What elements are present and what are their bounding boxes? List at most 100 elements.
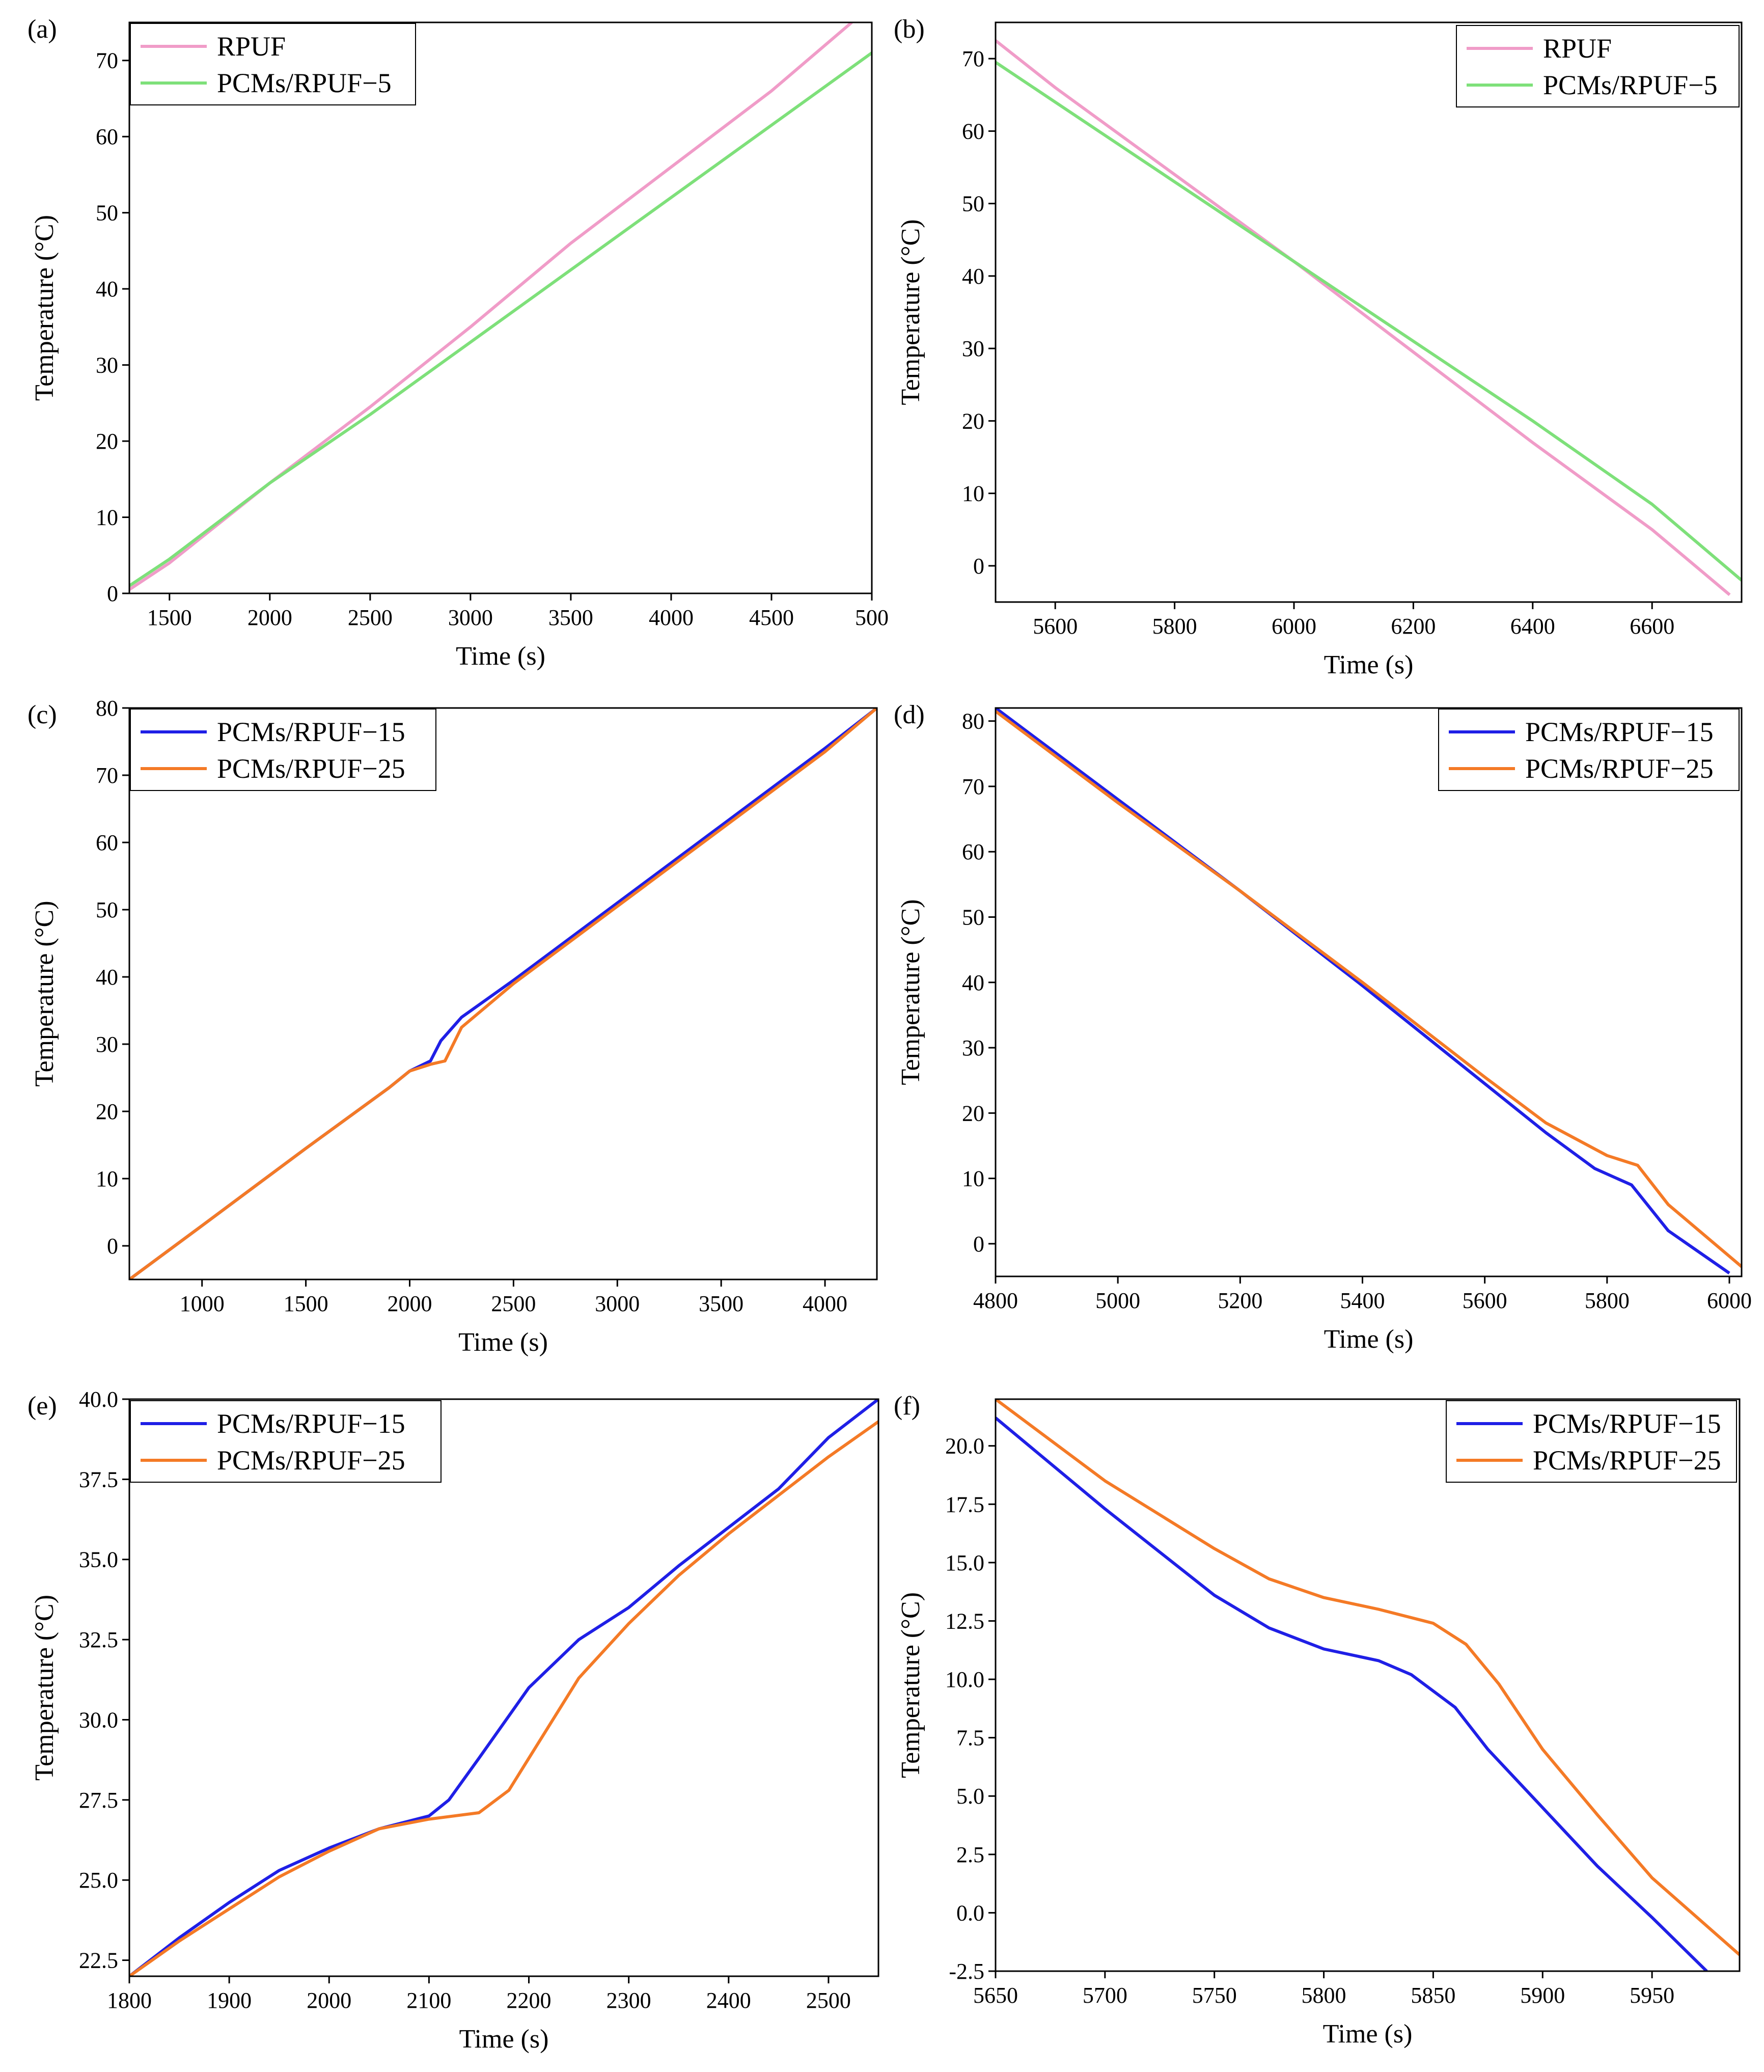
panel-e-y-tick-label: 30.0 bbox=[79, 1707, 118, 1732]
panel-c-x-tick-label: 4000 bbox=[803, 1291, 847, 1316]
panel-b-legend: RPUF PCMs/RPUF−5 bbox=[1456, 25, 1740, 107]
panel-e-plot-frame bbox=[128, 1398, 879, 1977]
panel-d-legend: PCMs/RPUF−15 PCMs/RPUF−25 bbox=[1438, 708, 1740, 791]
panel-c-y-tick-label: 40 bbox=[96, 965, 118, 990]
panel-a-series-2-line bbox=[129, 51, 872, 587]
panel-a-x-tick-label: 4000 bbox=[649, 605, 694, 630]
panel-c-y-axis-label: Temperature (°C) bbox=[30, 901, 59, 1086]
panel-f-series-2-line bbox=[996, 1399, 1740, 1956]
panel-e-y-tick-label: 35.0 bbox=[79, 1547, 118, 1572]
panel-d-legend-label-2: PCMs/RPUF−25 bbox=[1525, 753, 1714, 784]
panel-e-x-tick-label: 2400 bbox=[706, 1988, 751, 2013]
panel-f-legend-label-2: PCMs/RPUF−25 bbox=[1533, 1445, 1721, 1476]
panel-e-legend-box bbox=[130, 1400, 442, 1483]
panel-d-y-axis-label: Temperature (°C) bbox=[896, 899, 925, 1085]
panel-c-x-tick-label: 3500 bbox=[699, 1291, 743, 1316]
panel-d-y-tick-label: 50 bbox=[962, 905, 984, 930]
panel-a-legend: RPUF PCMs/RPUF−5 bbox=[130, 23, 416, 105]
panel-e: 1800 1900 2000 2100 2200 2300 2400 2500 22.5 25.0… bbox=[27, 1387, 879, 2054]
panel-e-x-tick-label: 2500 bbox=[806, 1988, 851, 2013]
panel-b-y-tick-label: 40 bbox=[962, 264, 984, 289]
panel-b-y-tick-label: 10 bbox=[962, 481, 984, 506]
panel-b-y-tick-label: 20 bbox=[962, 408, 984, 433]
panel-f-series-1-line bbox=[996, 1416, 1708, 1971]
panel-d-y-tick-label: 10 bbox=[962, 1166, 984, 1191]
panel-f-legend: PCMs/RPUF−15 PCMs/RPUF−25 bbox=[1446, 1400, 1737, 1483]
panel-f-x-tick-label: 5950 bbox=[1630, 1983, 1674, 2008]
panel-d-legend-box bbox=[1438, 708, 1740, 791]
panel-b-y-tick-label: 50 bbox=[962, 192, 984, 216]
panel-b-x-tick-label: 6200 bbox=[1391, 614, 1436, 639]
panel-a-x-tick-label: 500 bbox=[855, 605, 889, 630]
panel-d-legend-label-1: PCMs/RPUF−15 bbox=[1525, 717, 1714, 747]
panel-d-x-axis-label: Time (s) bbox=[1324, 1325, 1414, 1354]
panel-f-x-tick-label: 5650 bbox=[973, 1983, 1018, 2008]
panel-b-x-tick-label: 6000 bbox=[1272, 614, 1316, 639]
panel-d-x-tick-label: 5800 bbox=[1585, 1288, 1630, 1313]
panel-a-legend-box bbox=[130, 23, 416, 105]
panel-b-legend-label-2: PCMs/RPUF−5 bbox=[1543, 70, 1718, 100]
panel-f-x-tick-label: 5900 bbox=[1520, 1983, 1565, 2008]
panel-e-x-axis-label: Time (s) bbox=[459, 2025, 549, 2054]
panel-d-x-tick-label: 5000 bbox=[1095, 1288, 1140, 1313]
panel-f-y-tick-label: 0.0 bbox=[956, 1900, 984, 1925]
panel-a-y-axis-label: Temperature (°C) bbox=[30, 215, 59, 401]
panel-a-x-axis-label: Time (s) bbox=[456, 642, 545, 671]
panel-a-plot-frame bbox=[128, 21, 873, 594]
panel-a-series-1-line bbox=[129, 22, 853, 591]
panel-f-y-tick-label: 15.0 bbox=[945, 1550, 984, 1575]
panel-c-y-tick-label: 50 bbox=[96, 897, 118, 922]
panel-b-letter-label: (b) bbox=[894, 15, 925, 44]
panel-c-y-tick-label: 0 bbox=[107, 1234, 118, 1259]
panel-d-x-tick-label: 5600 bbox=[1463, 1288, 1507, 1313]
panel-d-y-tick-label: 30 bbox=[962, 1035, 984, 1060]
panel-f-y-tick-label: -2.5 bbox=[949, 1959, 984, 1984]
panel-a-x-tick-label: 4500 bbox=[749, 605, 794, 630]
panel-e-series-2-line bbox=[129, 1420, 878, 1976]
panel-a-y-tick-label: 10 bbox=[96, 505, 118, 530]
panel-f-y-tick-label: 20.0 bbox=[945, 1434, 984, 1459]
panel-c-y-tick-label: 70 bbox=[96, 763, 118, 788]
panel-c-letter-label: (c) bbox=[27, 700, 57, 729]
panel-e-x-tick-label: 2000 bbox=[307, 1988, 351, 2013]
panel-f-legend-box bbox=[1446, 1400, 1737, 1483]
panel-b-x-tick-label: 6600 bbox=[1630, 614, 1674, 639]
panel-b-legend-label-1: RPUF bbox=[1543, 33, 1612, 64]
panel-c-plot-frame bbox=[128, 707, 878, 1280]
panel-f-y-tick-label: 5.0 bbox=[956, 1784, 984, 1809]
panel-d-series-2-line bbox=[996, 710, 1742, 1268]
panel-a-x-tick-label: 2500 bbox=[348, 605, 393, 630]
panel-c-x-tick-label: 1000 bbox=[180, 1291, 225, 1316]
panel-f-x-axis-label: Time (s) bbox=[1323, 2020, 1413, 2049]
panel-a-y-tick-label: 70 bbox=[96, 48, 118, 73]
panel-b-y-tick-label: 70 bbox=[962, 46, 984, 71]
panel-e-y-tick-label: 25.0 bbox=[79, 1868, 118, 1893]
panel-b-legend-box bbox=[1456, 25, 1740, 107]
panel-c-legend-label-1: PCMs/RPUF−15 bbox=[217, 717, 405, 747]
panel-a-x-tick-label: 1500 bbox=[147, 605, 192, 630]
panel-b: 5600 5800 6000 6200 6400 6600 0 10 20 30 40 50 60 70 T… bbox=[894, 15, 1743, 679]
panel-e-y-tick-label: 22.5 bbox=[79, 1948, 118, 1973]
panel-e-x-tick-label: 1900 bbox=[207, 1988, 252, 2013]
panel-f-legend-label-1: PCMs/RPUF−15 bbox=[1533, 1408, 1721, 1439]
panel-c-y-tick-label: 80 bbox=[96, 696, 118, 721]
panel-a-legend-label-1: RPUF bbox=[217, 31, 286, 62]
panel-f-y-tick-label: 17.5 bbox=[945, 1492, 984, 1517]
panel-f-y-tick-label: 2.5 bbox=[956, 1842, 984, 1867]
panel-d-plot-frame bbox=[995, 707, 1743, 1277]
panel-c-y-tick-label: 20 bbox=[96, 1099, 118, 1124]
panel-f: 5650 5700 5750 5800 5850 5900 5950 -2.5 0.0 2.5 5.… bbox=[894, 1392, 1741, 2049]
panel-e-y-axis-label: Temperature (°C) bbox=[30, 1595, 59, 1781]
panel-e-series-1-line bbox=[129, 1399, 878, 1976]
panel-d-y-tick-label: 40 bbox=[962, 970, 984, 995]
panel-e-legend: PCMs/RPUF−15 PCMs/RPUF−25 bbox=[130, 1400, 442, 1483]
panel-d: 4800 5000 5200 5400 5600 5800 6000 0 10 20 30 40 50 6… bbox=[894, 700, 1752, 1354]
panel-e-letter-label: (e) bbox=[27, 1392, 57, 1421]
panel-a-x-tick-label: 2000 bbox=[247, 605, 292, 630]
panel-d-x-tick-label: 5400 bbox=[1340, 1288, 1385, 1313]
panel-c-x-tick-label: 1500 bbox=[284, 1291, 328, 1316]
panel-e-y-tick-label: 40.0 bbox=[79, 1387, 118, 1412]
panel-d-y-tick-label: 20 bbox=[962, 1101, 984, 1126]
panel-b-plot-frame bbox=[995, 21, 1743, 603]
